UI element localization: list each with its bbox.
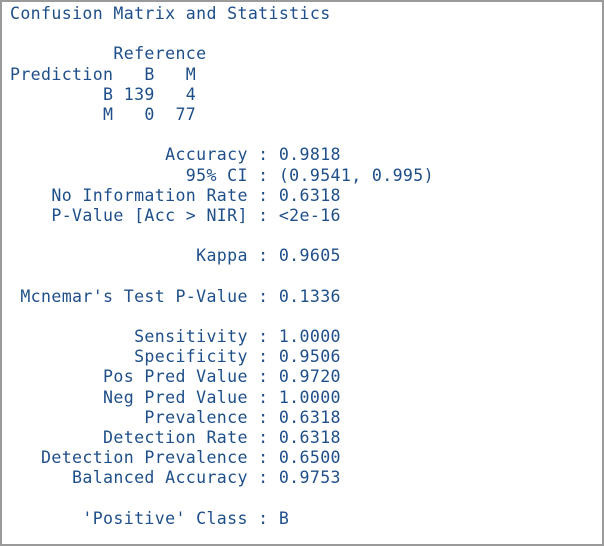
stat-accuracy: Accuracy : 0.9818 bbox=[10, 145, 341, 165]
output-title: Confusion Matrix and Statistics bbox=[10, 4, 331, 23]
stat-prevalence: Prevalence : 0.6318 bbox=[10, 407, 341, 427]
blank-line bbox=[10, 226, 434, 246]
stat-p-value: P-Value [Acc > NIR] : <2e-16 bbox=[10, 205, 341, 225]
blank-line bbox=[10, 125, 434, 145]
blank-line bbox=[10, 307, 434, 327]
positive-class: 'Positive' Class : B bbox=[10, 508, 290, 528]
matrix-column-header: Prediction B M bbox=[10, 64, 197, 84]
stat-confidence-interval: 95% CI : (0.9541, 0.995) bbox=[10, 165, 434, 185]
blank-line bbox=[10, 24, 434, 44]
stat-sensitivity: Sensitivity : 1.0000 bbox=[10, 327, 341, 346]
stat-pos-pred-value: Pos Pred Value : 0.9720 bbox=[10, 367, 341, 387]
stat-no-information-rate: No Information Rate : 0.6318 bbox=[10, 185, 341, 205]
stat-balanced-accuracy: Balanced Accuracy : 0.9753 bbox=[10, 468, 341, 488]
stat-neg-pred-value: Neg Pred Value : 1.0000 bbox=[10, 387, 341, 407]
stat-kappa: Kappa : 0.9605 bbox=[10, 246, 341, 266]
stat-specificity: Specificity : 0.9506 bbox=[10, 347, 341, 367]
stat-mcnemar-p-value: Mcnemar's Test P-Value : 0.1336 bbox=[10, 286, 341, 306]
blank-line bbox=[10, 489, 434, 509]
matrix-row-b: B 139 4 bbox=[10, 84, 197, 104]
blank-line bbox=[10, 266, 434, 286]
stat-detection-prevalence: Detection Prevalence : 0.6500 bbox=[10, 448, 341, 468]
console-output: Confusion Matrix and Statistics Referenc… bbox=[10, 4, 434, 529]
matrix-row-m: M 0 77 bbox=[10, 104, 197, 124]
stat-detection-rate: Detection Rate : 0.6318 bbox=[10, 427, 341, 447]
matrix-reference-header: Reference bbox=[10, 44, 207, 64]
